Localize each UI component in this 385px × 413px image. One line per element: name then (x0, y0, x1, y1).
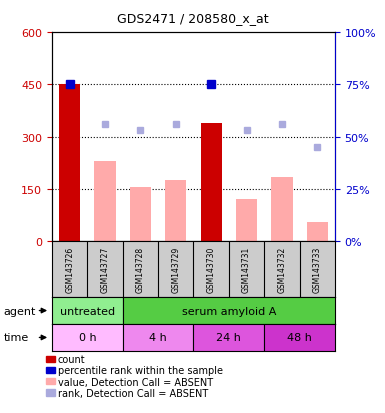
Bar (52, 324, 123, 351)
Bar (306, 223, 328, 242)
Text: GDS2471 / 208580_x_at: GDS2471 / 208580_x_at (117, 12, 268, 25)
Text: rank, Detection Call = ABSENT: rank, Detection Call = ABSENT (58, 388, 208, 398)
Bar (46, 367, 55, 373)
Text: value, Detection Call = ABSENT: value, Detection Call = ABSENT (58, 377, 213, 387)
Text: GSM143729: GSM143729 (171, 247, 180, 292)
Text: count: count (58, 354, 85, 364)
Text: GSM143732: GSM143732 (277, 247, 286, 292)
Bar (264, 324, 335, 351)
Bar (130, 188, 151, 242)
Text: time: time (4, 332, 29, 343)
Bar (123, 324, 193, 351)
Text: 0 h: 0 h (79, 332, 96, 343)
Text: GSM143728: GSM143728 (136, 247, 145, 292)
Text: GSM143730: GSM143730 (207, 246, 216, 293)
Text: serum amyloid A: serum amyloid A (182, 306, 276, 316)
Bar (123, 297, 335, 324)
Bar (46, 389, 55, 396)
Text: agent: agent (4, 306, 36, 316)
Text: 4 h: 4 h (149, 332, 167, 343)
Bar (52, 297, 123, 324)
Bar (193, 324, 264, 351)
Bar (94, 161, 116, 242)
Text: 48 h: 48 h (287, 332, 312, 343)
Bar (271, 177, 293, 242)
Bar (165, 181, 186, 242)
Bar (201, 123, 222, 242)
Text: 24 h: 24 h (216, 332, 241, 343)
Text: GSM143726: GSM143726 (65, 247, 74, 292)
Bar (59, 85, 80, 242)
Bar (46, 356, 55, 362)
Text: GSM143733: GSM143733 (313, 246, 322, 293)
Bar (236, 200, 257, 242)
Text: GSM143727: GSM143727 (100, 247, 110, 292)
Bar (46, 378, 55, 385)
Text: untreated: untreated (60, 306, 115, 316)
Text: GSM143731: GSM143731 (242, 247, 251, 292)
Text: percentile rank within the sample: percentile rank within the sample (58, 366, 223, 375)
